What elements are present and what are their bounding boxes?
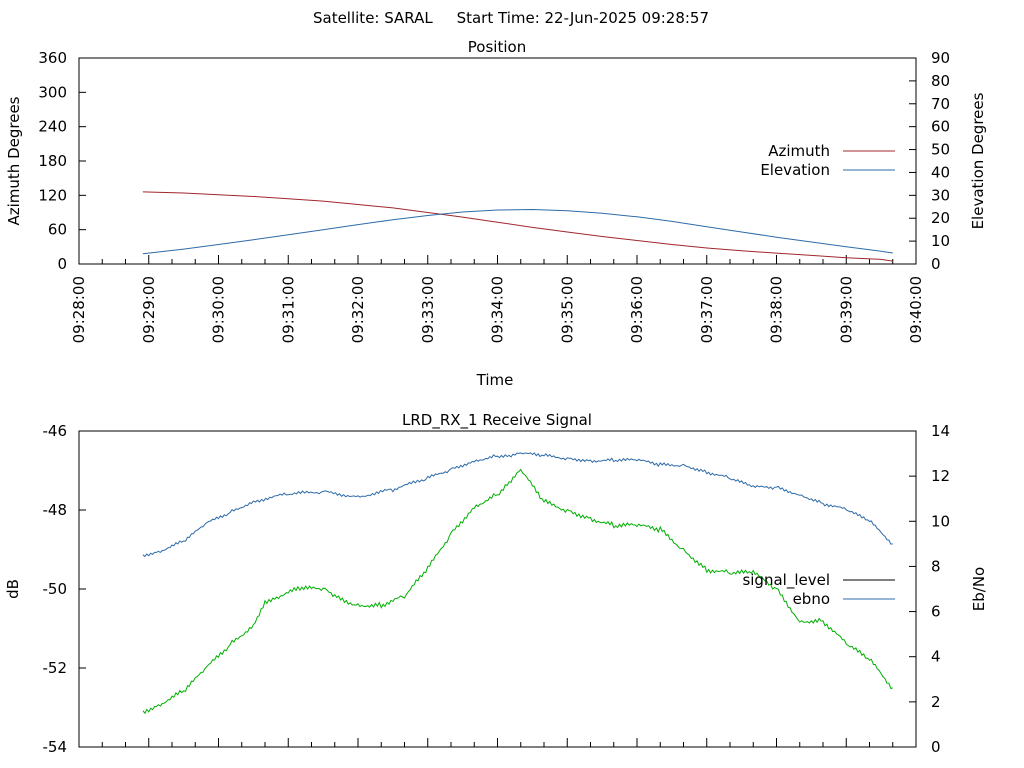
legend-label-signal-level: signal_level [742, 571, 830, 590]
y2-tick-label: 60 [931, 118, 950, 136]
signal-chart-title: LRD_RX_1 Receive Signal [402, 411, 592, 430]
y2-tick-label: 2 [931, 693, 941, 711]
x-tick-label: 09:30:00 [210, 276, 228, 343]
y-tick-label: -52 [43, 659, 68, 677]
legend-label-elevation: Elevation [760, 161, 830, 179]
signal-x-ticks [78, 738, 917, 747]
position-chart: Position 0 60 120 180 240 300 360 0 10 20 30 40 50 6… [5, 38, 987, 389]
position-x-axis-label: Time [476, 371, 514, 389]
position-y2-ticks: 0 10 20 30 40 50 60 70 80 90 [909, 49, 950, 273]
y2-tick-label: 12 [931, 467, 950, 485]
y2-tick-label: 90 [931, 49, 950, 67]
signal-y-axis-label: dB [4, 579, 22, 599]
y-tick-label: 120 [38, 186, 67, 204]
y2-tick-label: 4 [931, 648, 941, 666]
x-tick-label: 09:39:00 [837, 276, 855, 343]
y2-tick-label: 40 [931, 163, 950, 181]
y2-tick-label: 0 [931, 738, 941, 756]
signal-chart: LRD_RX_1 Receive Signal -46-48-50-52-54 … [4, 411, 988, 756]
y-tick-label: -46 [43, 422, 68, 440]
x-tick-label: 09:34:00 [489, 276, 507, 343]
y2-tick-label: 30 [931, 186, 950, 204]
y-tick-label: -54 [43, 738, 68, 756]
y2-tick-label: 10 [931, 512, 950, 530]
y-tick-label: 180 [38, 152, 67, 170]
y-tick-label: 360 [38, 49, 67, 67]
y-tick-label: 300 [38, 83, 67, 101]
y-tick-label: 0 [57, 255, 67, 273]
x-tick-label: 09:33:00 [419, 276, 437, 343]
series-line-azimuth [142, 191, 893, 262]
pass-header: Satellite: SARAL Start Time: 22-Jun-2025… [313, 9, 709, 27]
position-series [142, 191, 893, 262]
position-chart-title: Position [468, 38, 526, 56]
y-tick-label: 60 [48, 221, 67, 239]
y2-tick-label: 14 [931, 422, 950, 440]
signal-y-ticks: -46 -48 -50 -52 -54 [43, 422, 86, 756]
y2-tick-label: 10 [931, 232, 950, 250]
series-line-ebno [142, 452, 893, 558]
position-y-ticks: 0 60 120 180 240 300 360 [38, 49, 86, 273]
series-line-signal-level [142, 468, 893, 715]
y2-tick-label: 80 [931, 72, 950, 90]
x-tick-label: 09:29:00 [140, 276, 158, 343]
x-tick-label: 09:31:00 [279, 276, 297, 343]
y2-tick-label: 0 [931, 255, 941, 273]
y-tick-label: -48 [43, 501, 68, 519]
signal-legend: signal_level ebno [742, 571, 895, 608]
y2-tick-label: 50 [931, 141, 950, 159]
x-tick-label: 09:37:00 [698, 276, 716, 343]
signal-y2-axis-label: Eb/No [970, 567, 988, 611]
series-line-elevation [142, 208, 893, 255]
position-y2-axis-label: Elevation Degrees [969, 92, 987, 229]
legend-label-azimuth: Azimuth [768, 142, 830, 160]
x-tick-label: 09:35:00 [558, 276, 576, 343]
position-y-axis-label: Azimuth Degrees [5, 96, 23, 225]
y-tick-label: -50 [43, 580, 68, 598]
y-tick-label: 240 [38, 118, 67, 136]
y2-tick-label: 20 [931, 209, 950, 227]
x-tick-label: 09:40:00 [907, 276, 925, 343]
position-legend: Azimuth Elevation [760, 142, 895, 179]
position-x-ticks: 09:28:00 09:29:00 09:30:00 09:31:00 09:32:00… [70, 255, 925, 343]
signal-series [142, 452, 893, 715]
x-tick-label: 09:38:00 [768, 276, 786, 343]
x-tick-label: 09:28:00 [70, 276, 88, 343]
signal-y2-ticks: 0 2 4 6 8 10 12 14 [909, 422, 950, 756]
y2-tick-label: 70 [931, 95, 950, 113]
x-tick-label: 09:32:00 [349, 276, 367, 343]
x-tick-label: 09:36:00 [628, 276, 646, 343]
y2-tick-label: 6 [931, 603, 941, 621]
y2-tick-label: 8 [931, 557, 941, 575]
signal-plot-frame [78, 430, 917, 748]
legend-label-ebno: ebno [793, 590, 830, 608]
